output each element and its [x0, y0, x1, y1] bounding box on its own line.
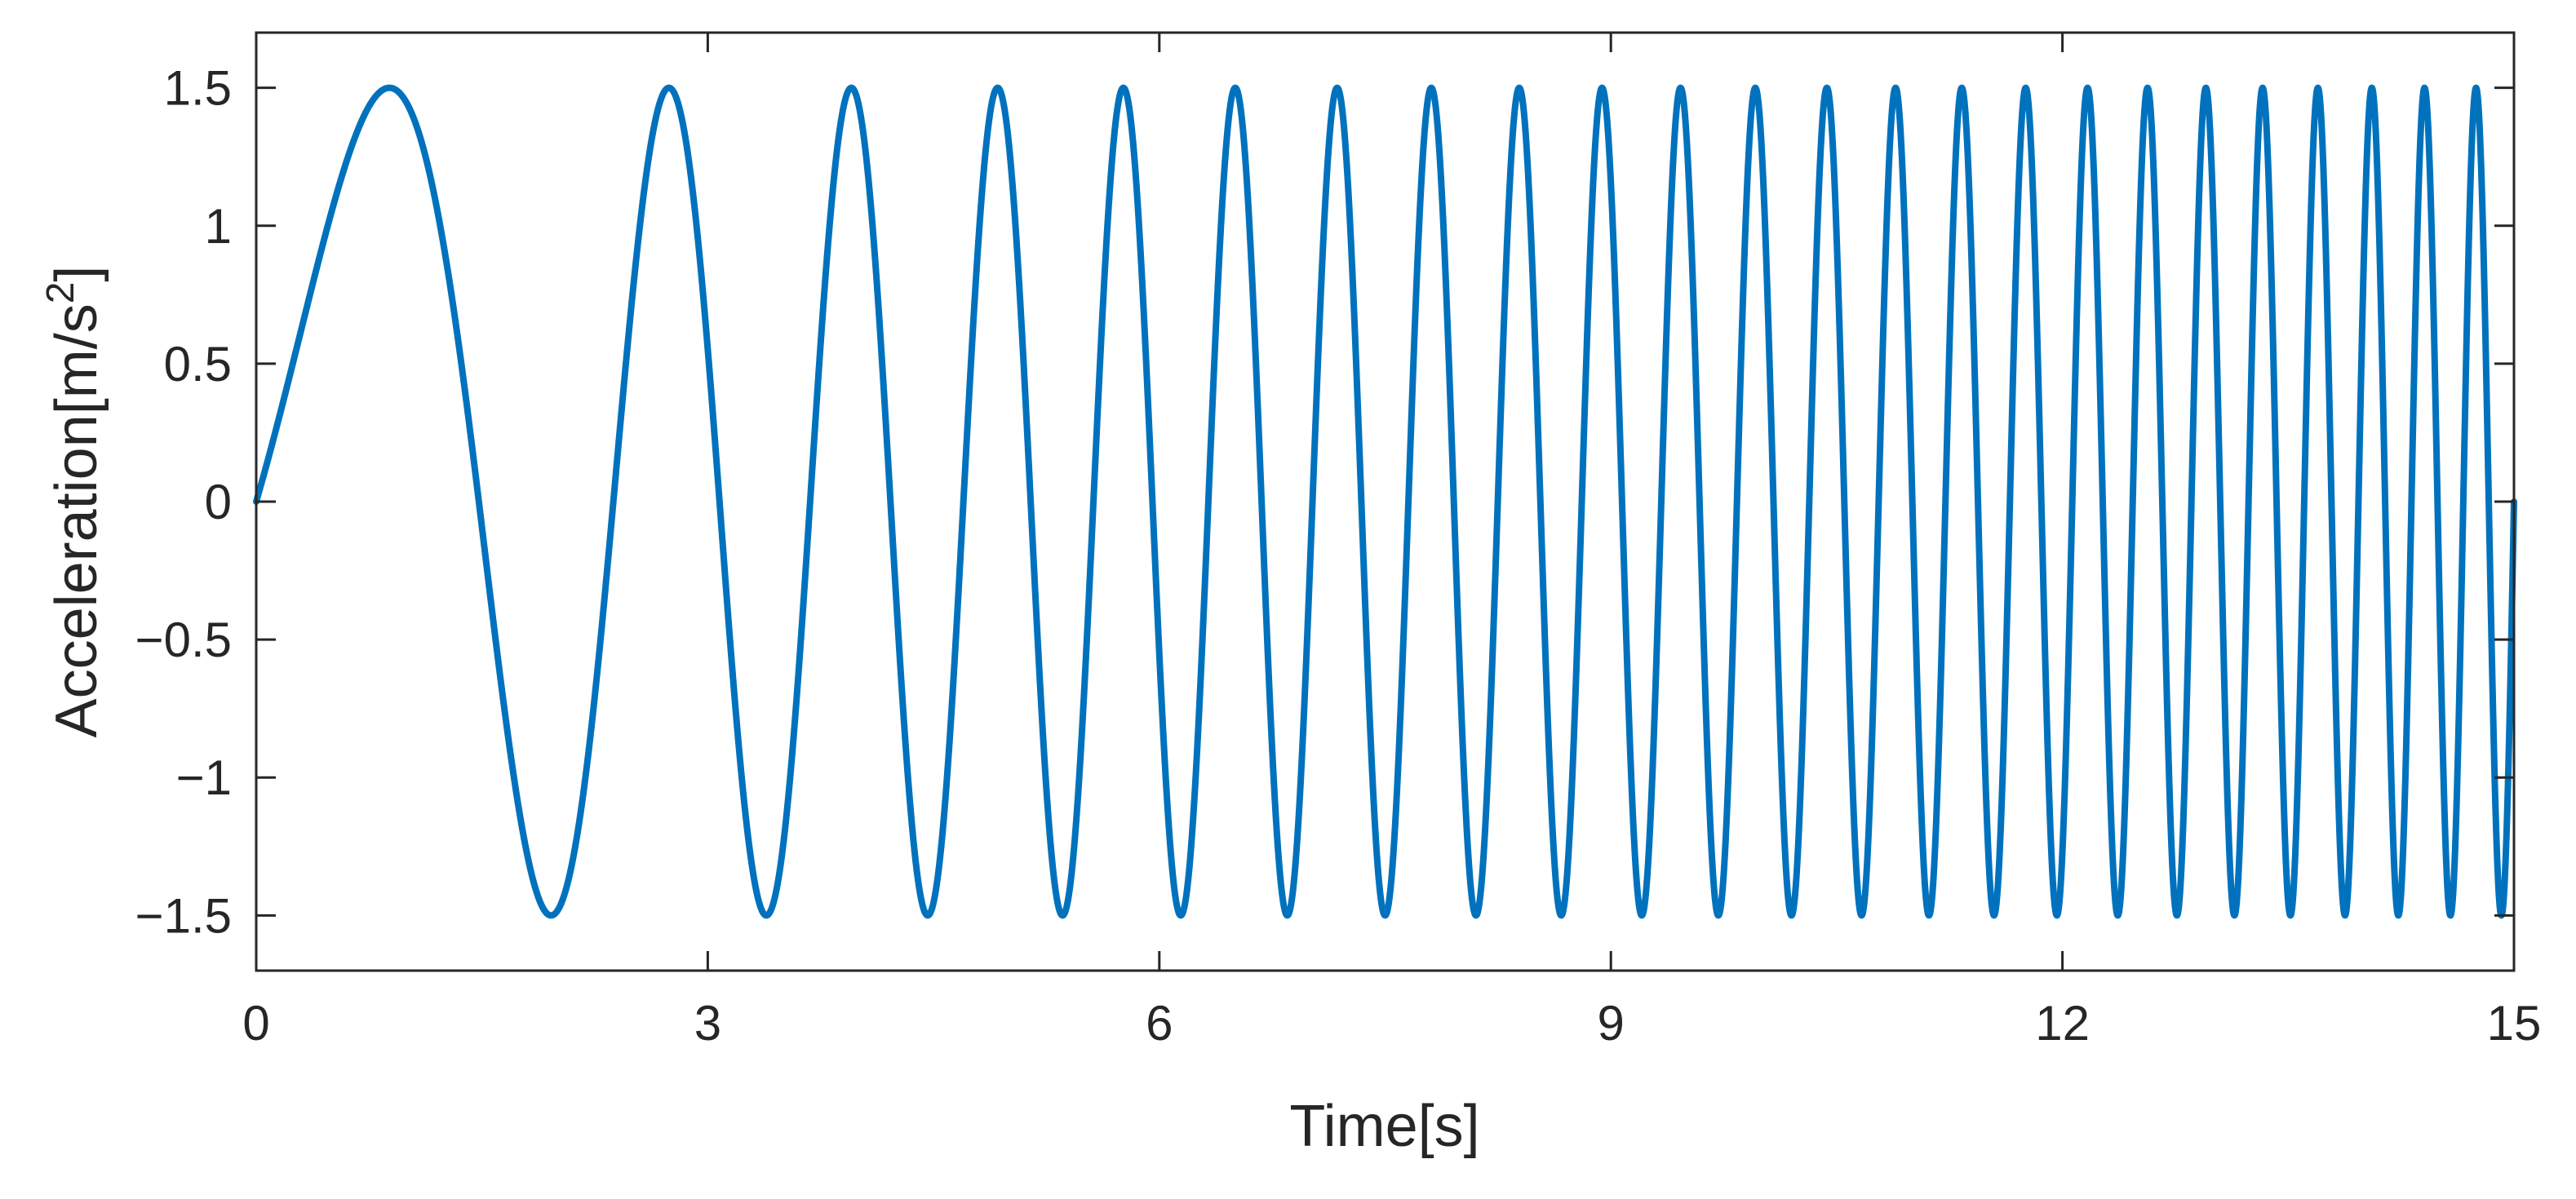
x-tick-label: 3: [694, 996, 721, 1051]
y-tick-label: −0.5: [135, 613, 232, 667]
tick-labels: 0 3 6 9 12 15 1.5 1 0.5 0 −0.5 −1 −1.5: [135, 61, 2542, 1051]
y-tick-label: 0.5: [164, 337, 232, 392]
x-axis-label: Time[s]: [1289, 1094, 1479, 1159]
plot-area: [253, 84, 2517, 919]
x-tick-label: 0: [242, 996, 269, 1051]
y-tick-label: 0: [205, 475, 232, 529]
x-tick-label: 15: [2487, 996, 2542, 1051]
y-tick-label: −1.5: [135, 888, 232, 943]
y-tick-label: 1: [205, 199, 232, 254]
series-line: [253, 84, 2517, 919]
y-tick-label: −1: [176, 750, 232, 805]
y-axis-label-superscript: 2: [39, 282, 82, 304]
x-tick-label: 9: [1598, 996, 1625, 1051]
y-axis-label: Acceleration[m/s2]: [39, 266, 109, 738]
y-tick-label: 1.5: [164, 61, 232, 116]
x-tick-label: 12: [2035, 996, 2090, 1051]
y-axis-label-close: ]: [44, 266, 109, 282]
ticks: [255, 33, 2516, 971]
y-axis-label-text: Acceleration[m/s: [44, 303, 109, 737]
x-tick-label: 6: [1146, 996, 1173, 1051]
axes-box: [255, 31, 2516, 972]
